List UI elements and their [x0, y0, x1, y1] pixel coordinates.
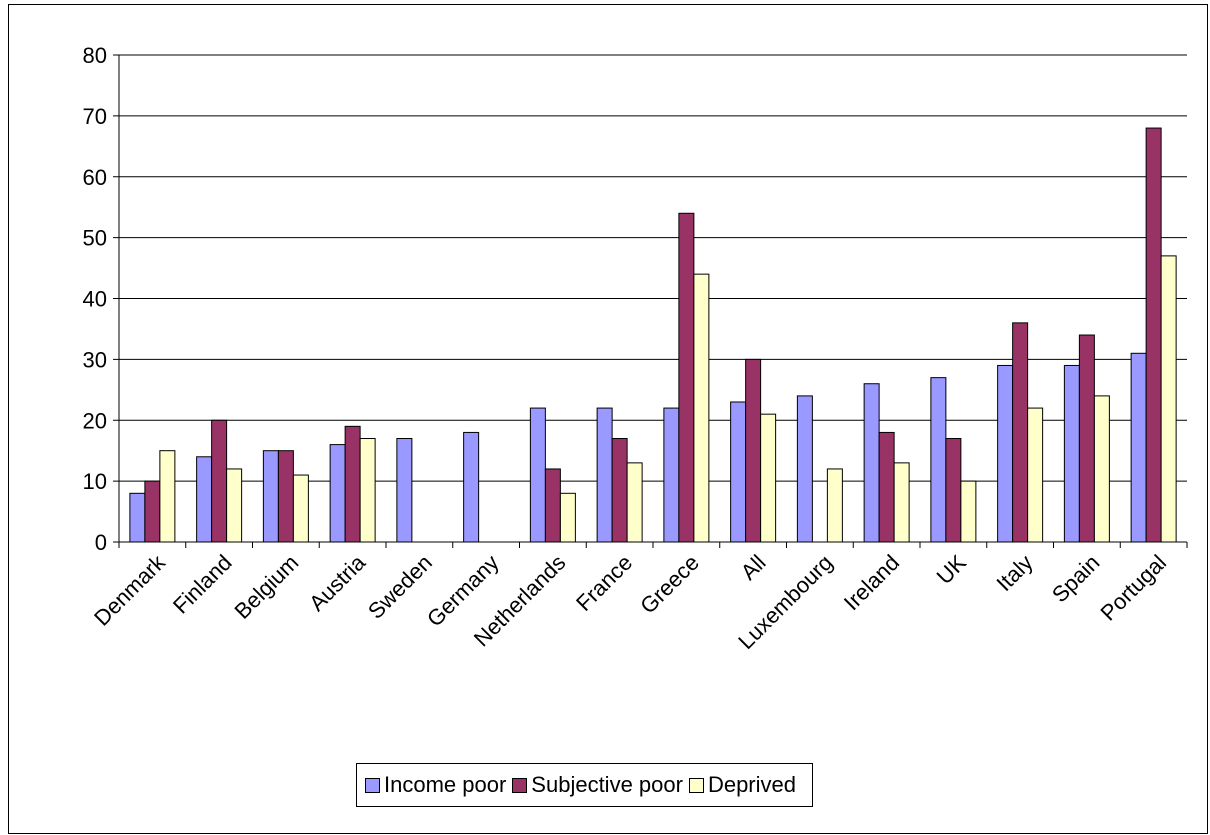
bar-income-poor-belgium [262, 450, 279, 543]
chart-frame: 0 10 20 30 40 50 60 70 80 Denmark Finland Belgium A… [8, 4, 1208, 834]
bar-subjective-poor-austria [344, 425, 361, 543]
bar-subjective-poor-denmark [144, 480, 161, 543]
x-category-label: UK [932, 550, 972, 590]
bar-subjective-poor-portugal [1145, 127, 1162, 543]
y-tick-label: 60 [83, 165, 107, 190]
bar-income-poor-netherlands [529, 407, 546, 543]
bar-deprived-austria [359, 438, 376, 543]
x-category-label: Spain [1047, 550, 1104, 607]
y-tick-label: 0 [95, 530, 107, 555]
x-category-label: Finland [168, 550, 237, 619]
x-category-label: All [736, 550, 771, 585]
bar-income-poor-spain [1063, 364, 1080, 543]
y-axis-tick-labels: 0 10 20 30 40 50 60 70 80 [83, 43, 107, 555]
legend-item-deprived: Deprived [688, 772, 796, 798]
bar-subjective-poor-france [611, 438, 628, 543]
bar-income-poor-sweden [396, 438, 413, 543]
bar-income-poor-austria [329, 444, 346, 543]
x-category-label: France [571, 550, 637, 616]
gridlines [113, 54, 1187, 543]
bar-subjective-poor-spain [1078, 334, 1095, 543]
bar-income-poor-uk [930, 377, 947, 543]
y-tick-label: 40 [83, 287, 107, 312]
legend-swatch-subjective-poor [512, 777, 528, 793]
bar-income-poor-denmark [129, 492, 146, 543]
y-tick-label: 20 [83, 408, 107, 433]
bar-income-poor-greece [663, 407, 680, 543]
x-category-label: Belgium [230, 550, 304, 624]
bar-income-poor-ireland [863, 383, 880, 543]
bar-deprived-ireland [893, 462, 910, 543]
bar-income-poor-portugal [1130, 352, 1147, 543]
x-category-label: Portugal [1096, 550, 1172, 626]
legend-swatch-deprived [688, 777, 704, 793]
bar-subjective-poor-uk [945, 438, 962, 543]
x-category-label: Ireland [839, 550, 904, 615]
x-category-label: Greece [635, 550, 704, 619]
y-tick-label: 10 [83, 469, 107, 494]
legend-label-deprived: Deprived [707, 772, 796, 797]
bars [129, 127, 1177, 543]
bar-subjective-poor-finland [211, 419, 228, 543]
bar-income-poor-all [730, 401, 747, 543]
legend-label-income-poor: Income poor [384, 772, 507, 797]
bar-subjective-poor-belgium [277, 450, 294, 543]
bar-income-poor-luxembourg [796, 395, 813, 543]
bar-income-poor-italy [997, 364, 1014, 543]
bar-subjective-poor-greece [678, 212, 695, 543]
bar-deprived-denmark [159, 450, 176, 543]
bar-deprived-netherlands [559, 492, 576, 543]
bar-subjective-poor-all [745, 358, 762, 543]
bar-income-poor-germany [463, 431, 480, 543]
y-tick-label: 50 [83, 226, 107, 251]
legend: Income poor Subjective poor Deprived [356, 763, 813, 807]
x-category-label: Italy [991, 550, 1037, 596]
bar-deprived-portugal [1160, 255, 1177, 543]
y-tick-label: 30 [83, 347, 107, 372]
bar-income-poor-france [596, 407, 613, 543]
bar-deprived-spain [1093, 395, 1110, 543]
bar-deprived-finland [226, 468, 243, 543]
x-category-label: Austria [304, 549, 371, 616]
bar-subjective-poor-ireland [878, 431, 895, 543]
bar-deprived-uk [960, 480, 977, 543]
y-tick-label: 70 [83, 104, 107, 129]
bar-subjective-poor-italy [1012, 322, 1029, 543]
bar-deprived-belgium [292, 474, 309, 543]
bar-deprived-france [626, 462, 643, 543]
legend-item-subjective-poor: Subjective poor [512, 772, 683, 798]
legend-item-income-poor: Income poor [365, 772, 506, 798]
bar-deprived-all [760, 413, 777, 543]
bar-subjective-poor-netherlands [544, 468, 561, 543]
x-category-label: Denmark [89, 549, 170, 630]
bar-deprived-italy [1027, 407, 1044, 543]
legend-label-subjective-poor: Subjective poor [531, 772, 683, 797]
bar-deprived-luxembourg [826, 468, 843, 543]
y-tick-label: 80 [83, 43, 107, 68]
bar-income-poor-finland [196, 456, 213, 543]
legend-swatch-income-poor [365, 777, 380, 793]
bar-deprived-greece [693, 273, 710, 543]
axes [118, 55, 1188, 548]
